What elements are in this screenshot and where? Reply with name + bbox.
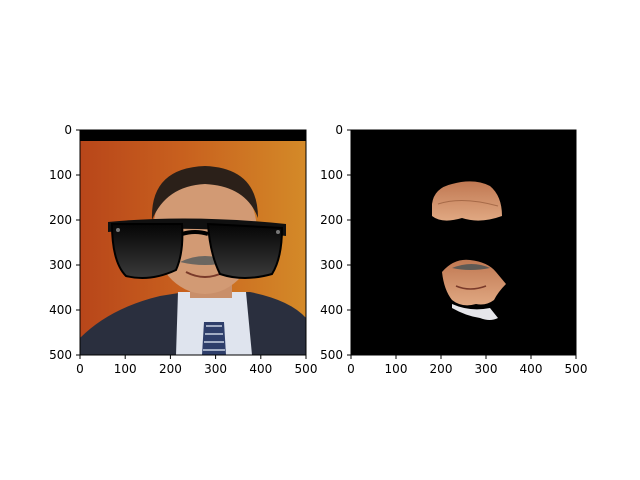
y-tick-label: 500 xyxy=(320,348,343,362)
x-tick-label: 0 xyxy=(76,362,84,376)
x-tick-label: 400 xyxy=(249,362,272,376)
x-tick-label: 200 xyxy=(430,362,453,376)
y-tick-label: 300 xyxy=(49,258,72,272)
y-tick-label: 300 xyxy=(320,258,343,272)
left-image xyxy=(80,130,306,355)
x-tick-label: 300 xyxy=(204,362,227,376)
y-tick-label: 400 xyxy=(320,303,343,317)
y-tick-label: 0 xyxy=(64,123,72,137)
x-tick-label: 100 xyxy=(385,362,408,376)
y-tick-label: 400 xyxy=(49,303,72,317)
x-tick-label: 400 xyxy=(520,362,543,376)
x-tick-label: 500 xyxy=(295,362,318,376)
x-tick-label: 0 xyxy=(347,362,355,376)
right-lens xyxy=(208,224,282,278)
y-tick-label: 0 xyxy=(335,123,343,137)
left-lens xyxy=(112,224,182,278)
x-tick-label: 500 xyxy=(565,362,588,376)
right-image xyxy=(351,130,576,355)
x-tick-label: 100 xyxy=(114,362,137,376)
x-tick-label: 200 xyxy=(159,362,182,376)
top-black-band xyxy=(80,130,306,141)
y-tick-label: 500 xyxy=(49,348,72,362)
y-tick-label: 200 xyxy=(320,213,343,227)
y-tick-label: 100 xyxy=(49,168,72,182)
x-tick-label: 300 xyxy=(475,362,498,376)
y-tick-label: 100 xyxy=(320,168,343,182)
y-tick-label: 200 xyxy=(49,213,72,227)
